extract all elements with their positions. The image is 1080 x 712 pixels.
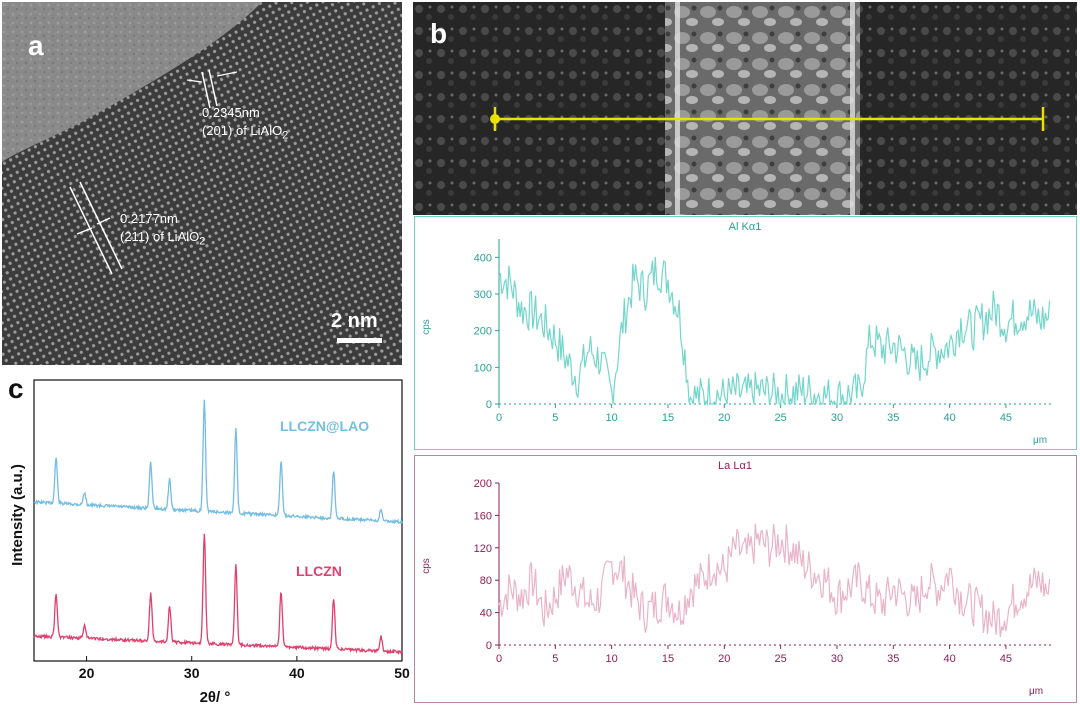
series-llczn-line [33,533,403,656]
x-tick-label: 40 [289,665,305,681]
x-tick-label: 0 [496,653,502,665]
linescan-start-marker [490,114,500,124]
la-chart-svg: La Lα1 cps μm 0 40 80 120 160 200 0 5 10 15 20 25 30… [421,460,1051,697]
y-axis-label: cps [421,558,432,574]
y-tick-label: 40 [480,608,492,620]
x-tick-label: 20 [718,653,730,665]
scale-bar-label: 2 nm [331,310,378,332]
al-chart-svg: Al Kα1 cps μm 0 100 200 300 400 0 5 10 15 20 25 30 3… [421,221,1051,446]
la-linescan-chart: La Lα1 cps μm 0 40 80 120 160 200 0 5 10 15 20 25 30… [414,455,1077,703]
y-tick-label: 200 [474,478,492,490]
x-axis-label: 2θ/ ° [200,689,231,706]
al-linescan-chart: Al Kα1 cps μm 0 100 200 300 400 0 5 10 15 20 25 30 3… [414,216,1077,450]
plot-frame [33,379,403,662]
x-tick-label: 35 [887,412,899,424]
x-tick-label: 35 [887,653,899,665]
x-tick-label: 30 [831,412,843,424]
al-axes: 0 100 200 300 400 0 5 10 15 20 25 30 35 40 45 [474,239,1051,424]
xrd-chart: c Intensity (a.u.) 2θ/ ° LLCZN@LAO LLCZN… [0,370,410,707]
annotation-value: 0.2177nm [120,211,178,226]
x-tick-label: 0 [496,412,502,424]
annotation-d-spacing-211: 0.2177nm (211) of LiAlO2 [120,210,205,251]
x-tick-label: 5 [552,412,558,424]
y-tick-label: 0 [486,399,492,411]
x-axis-label: μm [1029,686,1043,697]
panel-letter-b: b [430,18,448,49]
scale-bar [337,338,382,343]
xrd-plot [33,399,403,656]
chart-title: Al Kα1 [729,221,762,233]
x-tick-label: 10 [606,412,618,424]
x-tick-label: 30 [831,653,843,665]
x-tick-label: 50 [394,665,410,681]
chart-title: La Lα1 [718,460,752,472]
tem-image [2,2,402,365]
legend-llczn-lao: LLCZN@LAO [280,418,369,434]
y-tick-label: 0 [486,640,492,652]
y-tick-label: 80 [480,575,492,587]
x-tick-label: 30 [184,665,200,681]
linescan-series-line [498,256,1051,407]
sem-image-panel: b [413,2,1077,215]
x-tick-label: 5 [552,653,558,665]
la-axes: 0 40 80 120 160 200 0 5 10 15 20 25 30 35 40 45 [474,478,1051,665]
annotation-plane-text: (201) of LiAlO [202,123,283,138]
x-tick-label: 15 [662,412,674,424]
annotation-plane: (211) of LiAlO2 [120,228,205,251]
x-tick-label: 45 [1000,653,1012,665]
annotation-subscript: 2 [282,129,289,142]
la-plot [498,523,1051,638]
y-tick-label: 120 [474,543,492,555]
y-tick-label: 100 [474,362,492,374]
y-tick-label: 400 [474,252,492,264]
x-tick-label: 25 [775,412,787,424]
xrd-axes: 20 30 40 50 [33,379,410,681]
x-tick-label: 10 [606,653,618,665]
tem-image-panel: a 0.2345nm (201) of LiAlO2 0.2177nm (211… [2,2,402,365]
panel-letter-a: a [28,30,44,61]
x-tick-label: 25 [775,653,787,665]
annotation-plane-text: (211) of LiAlO [120,229,200,244]
y-tick-label: 200 [474,326,492,338]
annotation-plane: (201) of LiAlO2 [202,122,288,145]
x-tick-label: 20 [79,665,95,681]
x-tick-label: 15 [662,653,674,665]
sem-image [413,2,1077,215]
x-tick-label: 40 [943,653,955,665]
panel-letter-c: c [8,373,24,404]
linescan-series-line [498,523,1051,638]
x-tick-label: 20 [718,412,730,424]
x-tick-label: 40 [943,412,955,424]
y-axis-label: Intensity (a.u.) [9,464,26,566]
y-axis-label: cps [421,319,432,335]
al-plot [498,256,1051,407]
y-tick-label: 160 [474,510,492,522]
annotation-value: 0.2345nm [202,105,260,120]
legend-llczn: LLCZN [296,563,342,579]
xrd-chart-svg: c Intensity (a.u.) 2θ/ ° LLCZN@LAO LLCZN… [8,373,410,706]
x-axis-label: μm [1033,435,1047,446]
annotation-subscript: 2 [199,235,206,248]
series-llczn-lao-line [33,399,403,525]
annotation-d-spacing-201: 0.2345nm (201) of LiAlO2 [202,104,288,145]
x-tick-label: 45 [1000,412,1012,424]
y-tick-label: 300 [474,289,492,301]
